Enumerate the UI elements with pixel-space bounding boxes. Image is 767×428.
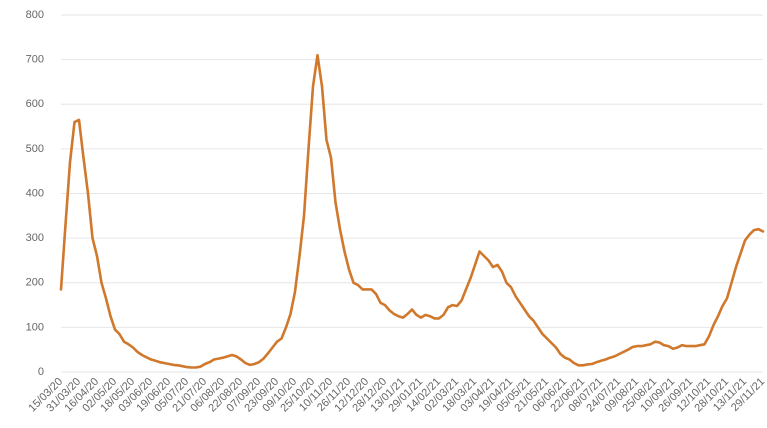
- y-tick-label: 400: [26, 187, 44, 199]
- y-tick-label: 500: [26, 143, 44, 155]
- y-tick-label: 800: [26, 9, 44, 21]
- y-tick-label: 600: [26, 98, 44, 110]
- y-tick-label: 0: [38, 366, 44, 378]
- y-tick-label: 200: [26, 277, 44, 289]
- y-tick-label: 700: [26, 54, 44, 66]
- y-tick-label: 100: [26, 321, 44, 333]
- data-line: [59, 53, 765, 369]
- y-tick-label: 300: [26, 232, 44, 244]
